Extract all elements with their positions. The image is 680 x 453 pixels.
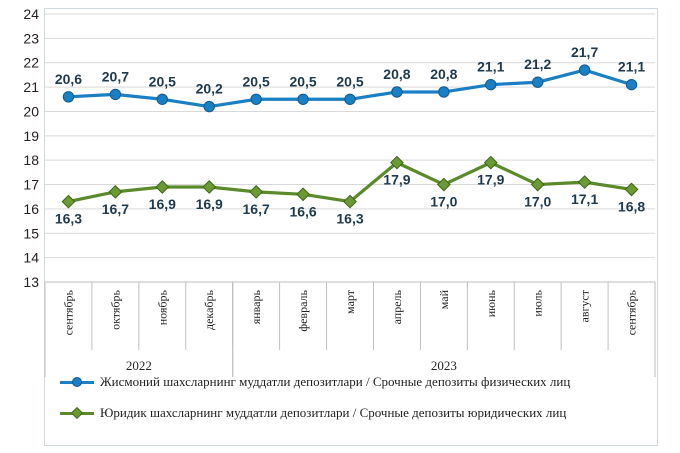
x-tick-label: июль bbox=[531, 289, 545, 316]
y-tick-label: 23 bbox=[23, 30, 39, 46]
data-point bbox=[436, 177, 451, 192]
data-point bbox=[343, 194, 357, 209]
legend-label-legal-entities: Юридик шахсларнинг муддатли депозитлари … bbox=[100, 405, 567, 420]
data-label: 20,8 bbox=[383, 66, 410, 82]
data-point bbox=[578, 64, 591, 76]
data-point bbox=[438, 86, 450, 98]
data-label: 16,7 bbox=[243, 201, 270, 217]
legend-swatch-legal-entities bbox=[60, 406, 94, 420]
data-point bbox=[249, 184, 264, 199]
y-tick-label: 18 bbox=[23, 152, 39, 168]
data-point bbox=[108, 184, 123, 199]
y-tick-label: 14 bbox=[23, 250, 39, 266]
data-point bbox=[344, 93, 356, 105]
data-label: 20,7 bbox=[102, 68, 129, 84]
data-label: 17,1 bbox=[571, 191, 598, 207]
data-point bbox=[62, 91, 75, 103]
data-point bbox=[625, 78, 638, 91]
data-point bbox=[109, 88, 122, 101]
data-label: 20,8 bbox=[430, 66, 457, 82]
data-point bbox=[577, 175, 592, 190]
data-label: 20,5 bbox=[289, 73, 316, 89]
data-label: 20,5 bbox=[243, 73, 270, 89]
x-tick-label: июнь bbox=[484, 289, 498, 317]
data-point bbox=[624, 182, 639, 197]
data-label: 21,2 bbox=[524, 56, 551, 72]
x-tick-label: февраль bbox=[296, 289, 310, 331]
x-tick-label: август bbox=[578, 289, 592, 322]
y-tick-label: 13 bbox=[23, 274, 39, 290]
data-label: 21,1 bbox=[618, 59, 645, 75]
data-point bbox=[530, 177, 545, 192]
data-label: 16,8 bbox=[618, 198, 645, 214]
chart-frame bbox=[44, 8, 658, 446]
data-point bbox=[297, 93, 309, 105]
y-tick-label: 21 bbox=[23, 79, 39, 95]
data-point bbox=[391, 86, 403, 98]
data-label: 17,0 bbox=[524, 194, 551, 210]
data-label: 20,5 bbox=[336, 73, 363, 89]
x-tick-label: октябрь bbox=[108, 289, 122, 329]
y-tick-label: 24 bbox=[23, 6, 39, 22]
y-tick-label: 20 bbox=[23, 103, 39, 119]
year-label: 2023 bbox=[431, 358, 457, 373]
x-tick-label: апрель bbox=[390, 289, 404, 324]
data-label: 20,5 bbox=[149, 73, 176, 89]
data-label: 17,9 bbox=[477, 172, 504, 188]
data-point bbox=[202, 180, 217, 194]
y-tick-label: 15 bbox=[23, 225, 39, 241]
data-label: 16,9 bbox=[149, 196, 176, 212]
y-tick-label: 16 bbox=[23, 201, 39, 217]
data-point bbox=[250, 93, 262, 105]
legend-item-legal-entities: Юридик шахсларнинг муддатли депозитлари … bbox=[60, 405, 566, 421]
data-label: 20,6 bbox=[55, 71, 82, 87]
data-label: 16,3 bbox=[336, 211, 363, 227]
y-tick-label: 17 bbox=[23, 177, 39, 193]
data-label: 20,2 bbox=[196, 81, 223, 97]
legend-label-individuals: Жисмоний шахсларнинг муддатли депозитлар… bbox=[100, 374, 571, 389]
data-point bbox=[390, 155, 404, 170]
data-point bbox=[485, 78, 497, 91]
data-label: 21,7 bbox=[571, 44, 598, 60]
data-point bbox=[156, 93, 169, 105]
year-label: 2022 bbox=[126, 358, 152, 373]
x-tick-label: март bbox=[343, 289, 357, 314]
data-label: 16,7 bbox=[102, 201, 129, 217]
data-point bbox=[483, 155, 498, 170]
data-label: 16,3 bbox=[55, 211, 82, 227]
legend-item-individuals: Жисмоний шахсларнинг муддатли депозитлар… bbox=[60, 374, 570, 390]
data-point bbox=[531, 76, 544, 88]
data-label: 16,9 bbox=[196, 196, 223, 212]
x-tick-label: ноябрь bbox=[155, 289, 169, 325]
data-label: 16,6 bbox=[289, 203, 316, 219]
data-label: 21,1 bbox=[477, 59, 504, 75]
x-tick-label: декабрь bbox=[202, 289, 216, 330]
data-label: 17,9 bbox=[383, 172, 410, 188]
y-tick-label: 19 bbox=[23, 128, 39, 144]
x-tick-label: сентябрь bbox=[61, 289, 75, 335]
data-point bbox=[203, 100, 215, 113]
data-point bbox=[155, 180, 170, 194]
data-point bbox=[61, 194, 76, 209]
x-tick-label: сентябрь bbox=[625, 289, 639, 335]
y-tick-label: 22 bbox=[23, 55, 39, 71]
x-tick-label: январь bbox=[249, 289, 263, 324]
x-tick-label: май bbox=[437, 289, 451, 309]
data-label: 17,0 bbox=[430, 194, 457, 210]
legend-swatch-individuals bbox=[60, 376, 94, 388]
data-point bbox=[296, 187, 310, 202]
